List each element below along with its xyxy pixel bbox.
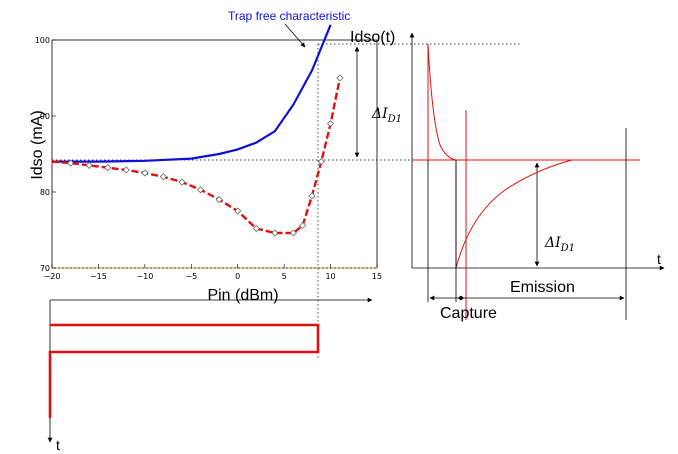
data-point-marker	[178, 178, 186, 186]
trap-free-annotation: Trap free characteristic	[228, 9, 350, 23]
delta-id1-lower: ΔID1	[544, 235, 575, 254]
data-point-marker	[327, 120, 335, 128]
x-tick-label: −10	[136, 272, 153, 281]
data-point-marker	[308, 192, 316, 200]
data-point-marker	[299, 221, 307, 229]
idso-t-label: Idso(t)	[350, 29, 395, 46]
transient-panel: Idso(t) t ΔID1 ΔID1 Emission Capture	[350, 29, 665, 322]
delta-id1-upper: ΔID1	[371, 106, 402, 125]
x-tick-label: −20	[44, 272, 61, 281]
input-power-panel: t	[47, 297, 373, 453]
bottom-t-label: t	[56, 437, 60, 453]
measured-line	[51, 77, 342, 235]
data-point-marker	[271, 229, 279, 237]
x-tick-label: −15	[90, 272, 107, 281]
y-axis-ticks: 70 80 90 100	[35, 36, 56, 273]
data-point-marker	[104, 164, 112, 172]
trap-free-line	[52, 24, 332, 163]
capture-transient	[427, 43, 457, 161]
data-point-marker	[159, 173, 167, 181]
data-point-marker	[317, 158, 325, 166]
annotation-arrow	[284, 23, 306, 48]
y-tick-label: 90	[40, 112, 50, 121]
transient-t-label: t	[657, 251, 661, 267]
x-tick-label: 10	[325, 272, 335, 281]
data-point-marker	[67, 159, 75, 167]
data-point-marker	[122, 166, 130, 174]
y-tick-label: 80	[40, 188, 50, 197]
main-chart: −20 −15 −10 −5 0 5 10 15 70 80 90 100 Pin (dBm) Id…	[29, 9, 640, 360]
plot-frame	[51, 39, 378, 269]
data-point-marker	[197, 186, 205, 194]
data-point-marker	[289, 229, 297, 237]
emission-transient	[455, 159, 573, 269]
data-point-marker	[234, 207, 242, 215]
data-point-marker	[85, 161, 93, 169]
y-tick-label: 100	[35, 36, 50, 45]
capture-label: Capture	[440, 305, 497, 322]
y-axis-label: Idso (mA)	[29, 110, 46, 179]
series-group	[51, 24, 342, 235]
x-axis-label: Pin (dBm)	[207, 287, 278, 304]
data-point-marker	[215, 196, 223, 204]
x-tick-label: 15	[372, 272, 382, 281]
x-tick-label: 0	[235, 272, 240, 281]
data-point-marker	[252, 224, 260, 232]
data-point-marker	[336, 74, 344, 82]
x-tick-label: 5	[282, 272, 287, 281]
markers-group	[67, 74, 344, 237]
y-tick-label: 70	[40, 264, 50, 273]
emission-label: Emission	[510, 279, 575, 296]
input-pulse-trace	[48, 323, 320, 418]
data-point-marker	[141, 169, 149, 177]
x-tick-label: −5	[185, 272, 197, 281]
x-axis-ticks: −20 −15 −10 −5 0 5 10 15	[44, 264, 382, 281]
